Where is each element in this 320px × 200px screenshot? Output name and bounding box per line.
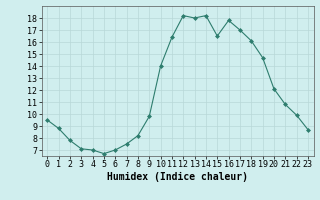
- X-axis label: Humidex (Indice chaleur): Humidex (Indice chaleur): [107, 172, 248, 182]
